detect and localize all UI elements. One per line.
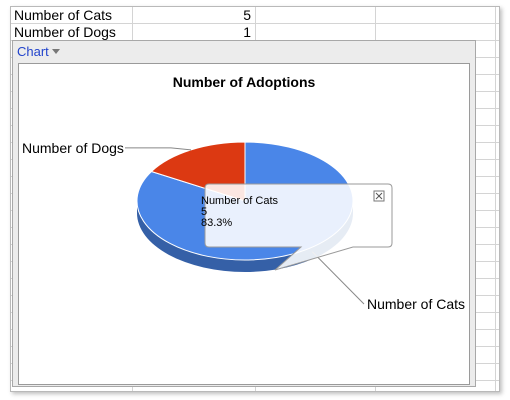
- dropdown-caret-icon: [51, 49, 60, 54]
- cell-value[interactable]: 5: [243, 7, 251, 23]
- pie-label-cats: Number of Cats: [367, 296, 465, 312]
- sheet-row[interactable]: Number of Dogs 1: [11, 24, 499, 41]
- tooltip-bubble: [204, 183, 393, 271]
- cell-label[interactable]: Number of Dogs: [14, 24, 116, 40]
- tooltip-line: 83.3%: [201, 217, 232, 229]
- sheet-row[interactable]: Number of Cats 5: [11, 7, 499, 24]
- leader-line: [311, 251, 365, 305]
- chart-area[interactable]: Number of Adoptions Number of Dogs Number…: [18, 63, 470, 385]
- leader-line: [125, 147, 192, 151]
- chart-title: Number of Adoptions: [172, 74, 316, 90]
- cell-value[interactable]: 1: [243, 24, 251, 40]
- column-divider: [495, 7, 496, 391]
- tooltip-line: 5: [201, 206, 207, 218]
- close-icon[interactable]: [373, 190, 385, 202]
- chart-tab-label: Chart: [17, 44, 49, 59]
- cell-label[interactable]: Number of Cats: [14, 7, 113, 23]
- tooltip-line: Number of Cats: [201, 195, 279, 207]
- chart-panel[interactable]: Chart Number of Adoptions Number of Dogs…: [12, 40, 476, 387]
- pie-label-dogs: Number of Dogs: [22, 140, 124, 156]
- chart-menu-button[interactable]: Chart: [17, 44, 60, 60]
